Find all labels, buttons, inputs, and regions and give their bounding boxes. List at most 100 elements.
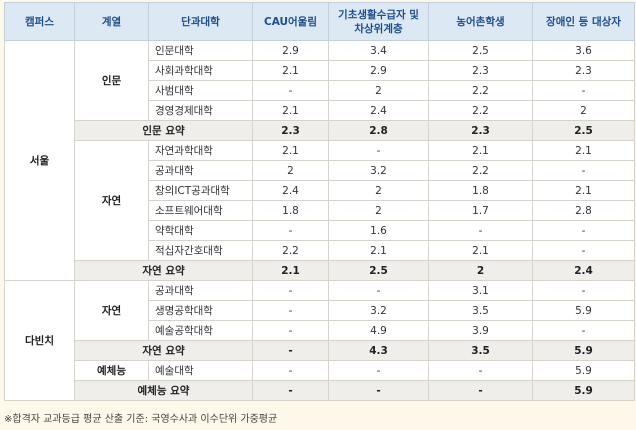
footnote: ※합격자 교과등급 평균 산출 기준: 국영수사과 이수단위 가중평균 bbox=[4, 414, 278, 425]
value-cell: 2.2 bbox=[252, 240, 329, 261]
summary-value: 5.9 bbox=[532, 380, 635, 401]
summary-value: 2.1 bbox=[252, 260, 329, 281]
value-cell: - bbox=[532, 80, 635, 101]
college-cell: 공과대학 bbox=[148, 160, 253, 181]
value-cell: - bbox=[428, 220, 533, 241]
summary-value: - bbox=[328, 380, 429, 401]
group-cell-nature-davinci: 자연 bbox=[74, 280, 149, 341]
value-cell: 2.5 bbox=[428, 40, 533, 61]
value-cell: - bbox=[532, 220, 635, 241]
summary-value: 2.3 bbox=[428, 120, 533, 141]
value-cell: 3.6 bbox=[532, 40, 635, 61]
value-cell: 2 bbox=[328, 80, 429, 101]
college-cell: 예술대학 bbox=[148, 360, 253, 381]
table-row: 경영경제대학 2.1 2.4 2.2 2 bbox=[5, 100, 635, 121]
summary-row: 자연 요약 - 4.3 3.5 5.9 bbox=[5, 340, 635, 361]
table-row: 서울 인문 인문대학 2.9 3.4 2.5 3.6 bbox=[4, 40, 635, 281]
college-cell: 예술공학대학 bbox=[148, 320, 253, 341]
header-group: 계열 bbox=[74, 2, 149, 41]
value-cell: 3.4 bbox=[328, 40, 429, 61]
value-cell: 2.1 bbox=[252, 60, 329, 81]
value-cell: 2.4 bbox=[328, 100, 429, 121]
value-cell: 1.8 bbox=[428, 180, 533, 201]
summary-label: 자연 요약 bbox=[74, 260, 253, 281]
summary-value: 2.5 bbox=[532, 120, 635, 141]
header-rural: 농어촌학생 bbox=[428, 2, 533, 41]
summary-value: - bbox=[252, 340, 329, 361]
value-cell: - bbox=[252, 280, 329, 301]
value-cell: - bbox=[532, 240, 635, 261]
value-cell: 2.8 bbox=[532, 200, 635, 221]
summary-value: 2.3 bbox=[252, 120, 329, 141]
value-cell: 2.1 bbox=[428, 240, 533, 261]
college-cell: 경영경제대학 bbox=[148, 100, 253, 121]
header-college: 단과대학 bbox=[148, 2, 253, 41]
table-header-row: 캠퍼스 계열 단과대학 CAU어울림 기초생활수급자 및 차상위계층 농어촌학생… bbox=[4, 2, 635, 41]
value-cell: 2.3 bbox=[428, 60, 533, 81]
summary-row: 인문 요약 2.3 2.8 2.3 2.5 bbox=[5, 120, 635, 141]
value-cell: 5.9 bbox=[532, 300, 635, 321]
campus-cell-seoul: 서울 bbox=[4, 40, 75, 281]
value-cell: 3.5 bbox=[428, 300, 533, 321]
table-row: 자연 자연과학대학 2.1 - 2.1 2.1 bbox=[5, 140, 635, 261]
college-cell: 생명공학대학 bbox=[148, 300, 253, 321]
table-row: 예술공학대학 - 4.9 3.9 - bbox=[5, 320, 635, 341]
value-cell: 2.1 bbox=[252, 100, 329, 121]
value-cell: 2.1 bbox=[328, 240, 429, 261]
summary-value: 5.9 bbox=[532, 340, 635, 361]
group-cell-nature: 자연 bbox=[74, 140, 149, 261]
value-cell: 2 bbox=[328, 180, 429, 201]
value-cell: 2 bbox=[252, 160, 329, 181]
table-row: 사범대학 - 2 2.2 - bbox=[5, 80, 635, 101]
value-cell: - bbox=[532, 320, 635, 341]
summary-value: 2.8 bbox=[328, 120, 429, 141]
table-row: 예체능 예술대학 - - - 5.9 bbox=[5, 360, 635, 381]
header-low-income: 기초생활수급자 및 차상위계층 bbox=[328, 2, 429, 41]
group-cell-humanities: 인문 bbox=[74, 40, 149, 121]
value-cell: 2.2 bbox=[428, 80, 533, 101]
grade-table-container: 캠퍼스 계열 단과대학 CAU어울림 기초생활수급자 및 차상위계층 농어촌학생… bbox=[4, 2, 635, 401]
value-cell: 3.2 bbox=[328, 300, 429, 321]
table-row: 창의ICT공과대학 2.4 2 1.8 2.1 bbox=[5, 180, 635, 201]
value-cell: 2.1 bbox=[532, 180, 635, 201]
admission-grade-table: 캠퍼스 계열 단과대학 CAU어울림 기초생활수급자 및 차상위계층 농어촌학생… bbox=[4, 2, 635, 401]
value-cell: 2 bbox=[532, 100, 635, 121]
table-row: 약학대학 - 1.6 - - bbox=[5, 220, 635, 241]
value-cell: 1.6 bbox=[328, 220, 429, 241]
summary-label: 인문 요약 bbox=[74, 120, 253, 141]
table-row: 생명공학대학 - 3.2 3.5 5.9 bbox=[5, 300, 635, 321]
value-cell: 2.1 bbox=[532, 140, 635, 161]
header-disabled: 장애인 등 대상자 bbox=[532, 2, 635, 41]
table-row: 적십자간호대학 2.2 2.1 2.1 - bbox=[5, 240, 635, 261]
value-cell: 3.9 bbox=[428, 320, 533, 341]
value-cell: - bbox=[252, 300, 329, 321]
summary-value: 2 bbox=[428, 260, 533, 281]
summary-row: 예체능 요약 - - - 5.9 bbox=[5, 380, 635, 401]
table-row: 다빈치 자연 공과대학 - - 3.1 - bbox=[4, 280, 635, 401]
college-cell: 공과대학 bbox=[148, 280, 253, 301]
value-cell: - bbox=[532, 280, 635, 301]
college-cell: 사회과학대학 bbox=[148, 60, 253, 81]
value-cell: 2.3 bbox=[532, 60, 635, 81]
summary-value: 2.5 bbox=[328, 260, 429, 281]
value-cell: 2.1 bbox=[252, 140, 329, 161]
value-cell: 1.7 bbox=[428, 200, 533, 221]
summary-value: - bbox=[252, 380, 329, 401]
group-cell-arts: 예체능 bbox=[74, 360, 149, 381]
value-cell: 2.9 bbox=[328, 60, 429, 81]
value-cell: 4.9 bbox=[328, 320, 429, 341]
value-cell: - bbox=[252, 80, 329, 101]
value-cell: 2.9 bbox=[252, 40, 329, 61]
college-cell: 창의ICT공과대학 bbox=[148, 180, 253, 201]
value-cell: - bbox=[328, 360, 429, 381]
value-cell: - bbox=[328, 140, 429, 161]
header-cau: CAU어울림 bbox=[252, 2, 329, 41]
college-cell: 인문대학 bbox=[148, 40, 253, 61]
value-cell: 2.2 bbox=[428, 160, 533, 181]
summary-value: 2.4 bbox=[532, 260, 635, 281]
table-row: 소프트웨어대학 1.8 2 1.7 2.8 bbox=[5, 200, 635, 221]
summary-label: 자연 요약 bbox=[74, 340, 253, 361]
value-cell: - bbox=[252, 360, 329, 381]
value-cell: 5.9 bbox=[532, 360, 635, 381]
header-campus: 캠퍼스 bbox=[4, 2, 75, 41]
